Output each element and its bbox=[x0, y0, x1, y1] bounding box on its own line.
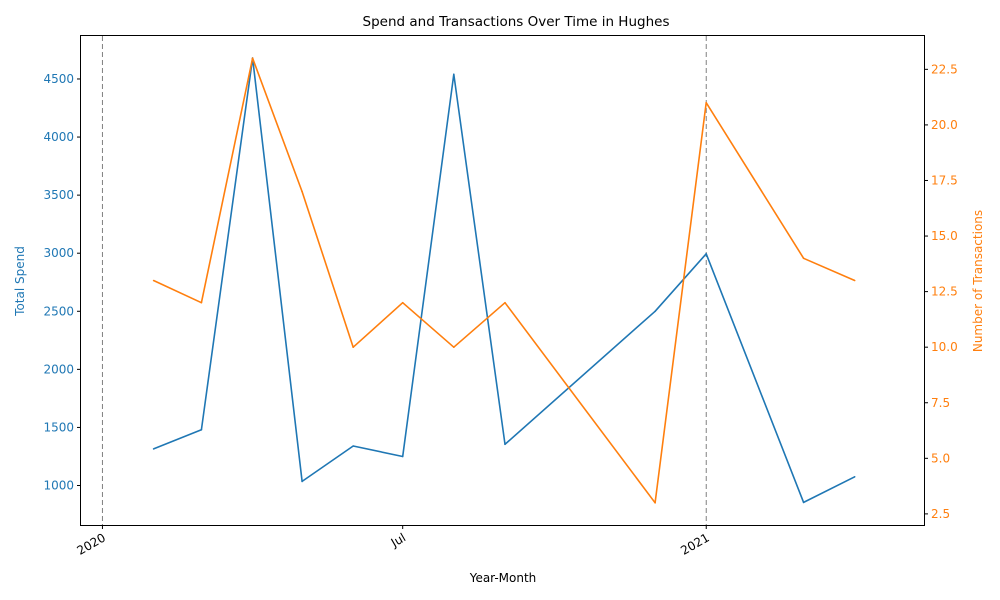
spend-point bbox=[200, 429, 203, 431]
y-right-tick-label: 10.0 bbox=[931, 340, 958, 354]
spend-point bbox=[352, 445, 355, 447]
chart-title: Spend and Transactions Over Time in Hugh… bbox=[363, 14, 670, 30]
spend-point bbox=[654, 310, 656, 313]
transactions-point bbox=[453, 346, 455, 349]
spend-point bbox=[504, 443, 506, 446]
x-tick-label: Jul bbox=[388, 530, 408, 550]
x-tick-label: 2021 bbox=[678, 530, 711, 557]
y-right-tick-label: 22.5 bbox=[931, 62, 958, 76]
spend-point bbox=[152, 448, 155, 450]
y-right-tick-label: 12.5 bbox=[931, 285, 958, 299]
y-left-tick-label: 3000 bbox=[43, 246, 74, 260]
y-axis-right-label: Number of Transactions bbox=[971, 210, 985, 352]
x-axis: 2020 Jul 2021 bbox=[74, 525, 712, 558]
y-axis-left: 1000 1500 2000 2500 3000 3500 4000 4500 bbox=[43, 72, 81, 493]
transactions-point bbox=[251, 57, 254, 59]
spend-point bbox=[453, 73, 455, 76]
y-axis-left-label: Total Spend bbox=[13, 246, 27, 317]
spend-point bbox=[401, 455, 404, 458]
transactions-point bbox=[802, 257, 805, 260]
y-left-tick-label: 2500 bbox=[43, 304, 74, 318]
transactions-point bbox=[352, 346, 355, 349]
transactions-point bbox=[705, 101, 707, 104]
y-right-tick-label: 7.5 bbox=[931, 396, 950, 410]
vlines bbox=[101, 36, 707, 525]
y-right-tick-label: 15.0 bbox=[931, 229, 958, 243]
spend-point bbox=[802, 501, 805, 504]
spend-point bbox=[853, 476, 856, 478]
series-lines bbox=[152, 57, 856, 504]
spend-point bbox=[301, 480, 303, 483]
spend-line bbox=[153, 57, 856, 504]
y-left-tick-label: 1000 bbox=[43, 479, 74, 493]
y-right-tick-label: 20.0 bbox=[931, 118, 958, 132]
spend-point bbox=[705, 253, 707, 255]
plot-frame bbox=[80, 35, 925, 526]
transactions-point bbox=[504, 301, 506, 304]
transactions-point bbox=[654, 502, 656, 504]
x-tick-label: 2020 bbox=[74, 530, 107, 557]
y-right-tick-label: 2.5 bbox=[931, 507, 950, 521]
transactions-point bbox=[853, 279, 856, 282]
y-left-tick-label: 4500 bbox=[43, 72, 74, 86]
y-left-tick-label: 4000 bbox=[43, 130, 74, 144]
y-left-tick-label: 2000 bbox=[43, 362, 74, 376]
x-axis-label: Year-Month bbox=[469, 571, 537, 585]
transactions-line bbox=[153, 57, 856, 504]
y-axis-right: 2.5 5.0 7.5 10.0 12.5 15.0 17.5 20.0 22.5 bbox=[924, 62, 958, 521]
y-left-tick-label: 3500 bbox=[43, 188, 74, 202]
y-right-tick-label: 17.5 bbox=[931, 173, 958, 187]
transactions-point bbox=[152, 279, 155, 282]
y-left-tick-label: 1500 bbox=[43, 420, 74, 434]
transactions-point bbox=[401, 301, 404, 304]
transactions-point bbox=[200, 301, 203, 304]
transactions-point bbox=[301, 190, 303, 193]
y-right-tick-label: 5.0 bbox=[931, 451, 950, 465]
